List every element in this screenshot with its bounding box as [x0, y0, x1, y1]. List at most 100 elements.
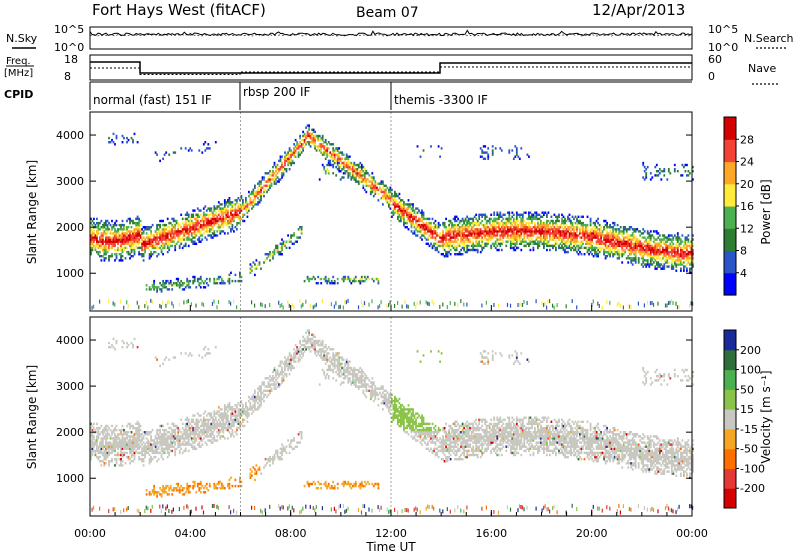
- power-cell: [371, 278, 373, 280]
- power-cell: [606, 222, 608, 224]
- power-cell: [599, 304, 600, 308]
- power-cell: [224, 232, 226, 234]
- power-cell: [215, 212, 217, 214]
- power-cell: [289, 247, 291, 249]
- power-cell: [682, 174, 684, 176]
- velocity-cell: [137, 509, 138, 513]
- power-cell: [445, 241, 447, 243]
- power-cell: [459, 251, 461, 253]
- power-cell: [361, 172, 363, 174]
- power-cell: [647, 236, 649, 238]
- power-cell: [158, 241, 160, 243]
- power-cell: [688, 259, 690, 261]
- power-cell: [662, 257, 664, 259]
- power-cell: [134, 133, 136, 135]
- power-cell: [194, 228, 196, 230]
- power-cell: [495, 226, 497, 228]
- power-cell: [465, 241, 467, 243]
- power-cell: [257, 189, 259, 191]
- power-cell: [432, 300, 433, 304]
- power-cell: [105, 249, 107, 251]
- power-cell: [656, 164, 658, 166]
- power-cell: [251, 203, 253, 205]
- power-cell: [665, 243, 667, 245]
- power-cell: [531, 222, 533, 224]
- power-cell: [146, 232, 148, 234]
- power-cell: [331, 280, 333, 282]
- power-cell: [241, 218, 243, 220]
- velocity-cell: [119, 437, 121, 439]
- power-cell: [301, 151, 303, 153]
- power-cell: [129, 218, 131, 220]
- power-cell: [525, 228, 527, 230]
- power-cell: [540, 241, 542, 243]
- power-cell: [557, 216, 559, 218]
- power-cell: [417, 301, 418, 305]
- power-cell: [533, 247, 535, 249]
- power-cell: [250, 272, 252, 274]
- power-cell: [150, 299, 151, 303]
- power-cell: [662, 247, 664, 249]
- power-cell: [111, 220, 113, 222]
- power-cell: [201, 280, 203, 282]
- power-cell: [481, 249, 483, 251]
- power-cell: [123, 306, 124, 310]
- power-cell: [188, 220, 190, 222]
- power-cell: [320, 282, 322, 284]
- power-cell: [305, 127, 307, 129]
- power-cell: [468, 226, 470, 228]
- power-cell: [469, 241, 471, 243]
- power-cell: [230, 212, 232, 214]
- power-cell: [162, 280, 164, 282]
- velocity-cell: [104, 431, 106, 433]
- velocity-cell: [107, 435, 109, 437]
- power-cell: [517, 247, 519, 249]
- power-cell: [624, 251, 626, 253]
- power-cell: [530, 212, 532, 214]
- power-cell: [173, 241, 175, 243]
- power-cell: [335, 166, 337, 168]
- power-cell: [209, 147, 211, 149]
- power-cell: [549, 222, 551, 224]
- power-cell: [630, 241, 632, 243]
- power-cell: [349, 156, 351, 158]
- power-cell: [429, 245, 431, 247]
- power-cell: [465, 251, 467, 253]
- velocity-cell: [113, 507, 114, 511]
- power-cell: [686, 268, 688, 270]
- power-cell: [653, 261, 655, 263]
- power-cell: [539, 243, 541, 245]
- power-cell: [617, 241, 619, 243]
- power-cell: [200, 241, 202, 243]
- power-cell: [624, 249, 626, 251]
- power-cell: [421, 238, 423, 240]
- power-cell: [158, 286, 160, 288]
- power-cell: [463, 249, 465, 251]
- power-cell: [308, 129, 310, 131]
- power-cell: [93, 241, 95, 243]
- power-cell: [216, 230, 218, 232]
- power-cell: [508, 212, 510, 214]
- power-cell: [105, 257, 107, 259]
- power-cell: [247, 201, 249, 203]
- power-cell: [197, 218, 199, 220]
- power-cell: [92, 220, 94, 222]
- power-cell: [520, 147, 522, 149]
- power-cell: [465, 220, 467, 222]
- power-cell: [374, 278, 376, 280]
- power-cell: [105, 245, 107, 247]
- power-cell: [161, 251, 163, 253]
- power-cell: [448, 251, 450, 253]
- velocity-cell: [134, 448, 136, 450]
- power-cell: [591, 228, 593, 230]
- power-cell: [685, 241, 687, 243]
- power-cell: [600, 228, 602, 230]
- power-cell: [158, 243, 160, 245]
- power-cell: [233, 299, 234, 303]
- power-cell: [618, 249, 620, 251]
- power-cell: [441, 147, 443, 149]
- power-cell: [167, 218, 169, 220]
- power-cell: [677, 249, 679, 251]
- power-cell: [332, 172, 334, 174]
- velocity-cell: [105, 450, 107, 452]
